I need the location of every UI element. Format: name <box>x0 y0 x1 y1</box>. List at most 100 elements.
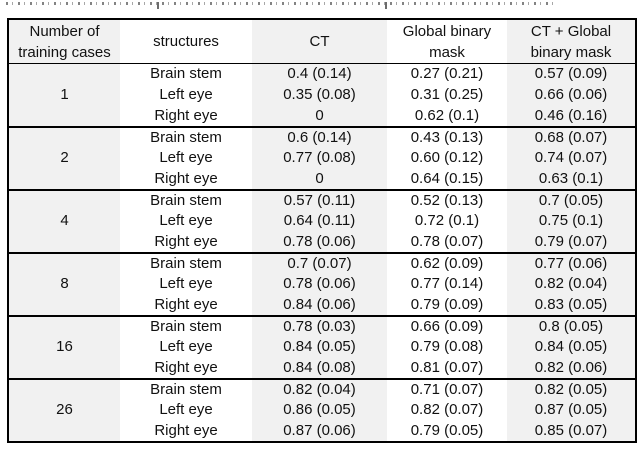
structure-cell: Brain stem <box>150 191 222 209</box>
header-global-binary-mask: Global binary mask <box>387 19 507 64</box>
ct-global-mask-value-cell: 0.8 (0.05) <box>507 315 636 337</box>
header-structures: structures <box>120 19 252 64</box>
header-training-cases: Number of training cases <box>8 19 120 64</box>
ct-value-cell: 0.4 (0.14) <box>252 63 387 85</box>
group-4-training-cases: 4 Brain stem 0.57 (0.11) 0.52 (0.13) 0.7 (0.… <box>8 189 636 253</box>
training-cases-cell: 2 <box>8 126 120 190</box>
ct-value-cell: 0.84 (0.06) <box>252 294 387 316</box>
ct-global-mask-value-cell: 0.63 (0.1) <box>507 168 636 190</box>
training-cases-cell: 4 <box>8 189 120 253</box>
ct-global-mask-value-cell: 0.77 (0.06) <box>507 252 636 274</box>
ct-value-cell: 0.78 (0.06) <box>252 231 387 253</box>
global-mask-value-cell: 0.27 (0.21) <box>410 65 484 83</box>
global-mask-value-cell: 0.79 (0.05) <box>410 421 484 439</box>
table-row: 1 Brain stem 0.4 (0.14) 0.27 (0.21) 0.57 (0.… <box>8 63 636 127</box>
table-row: Right eye 0.78 (0.06) 0.78 (0.07) 0.79 (0.0… <box>8 231 636 253</box>
ct-value-cell: 0.6 (0.14) <box>252 126 387 148</box>
ct-value-cell: 0 <box>252 168 387 190</box>
ct-value-cell: 0.84 (0.08) <box>252 357 387 379</box>
ct-global-mask-value-cell: 0.46 (0.16) <box>507 105 636 127</box>
global-mask-value-cell: 0.78 (0.07) <box>410 232 484 250</box>
ct-value-cell: 0.7 (0.07) <box>252 252 387 274</box>
ct-global-mask-value-cell: 0.66 (0.06) <box>507 84 636 106</box>
table-row: Left eye 0.84 (0.05) 0.79 (0.08) 0.84 (0.05… <box>8 336 636 358</box>
cropped-caption-fragment <box>6 2 556 9</box>
structure-cell: Left eye <box>159 149 213 166</box>
table-row: 8 Brain stem 0.7 (0.07) 0.62 (0.09) 0.77 (0.… <box>8 252 636 316</box>
global-mask-value-cell: 0.31 (0.25) <box>410 86 484 103</box>
structure-cell: Right eye <box>154 106 218 124</box>
table-row: Left eye 0.86 (0.05) 0.82 (0.07) 0.87 (0.05… <box>8 399 636 421</box>
ct-value-cell: 0.86 (0.05) <box>252 399 387 421</box>
ct-global-mask-value-cell: 0.7 (0.05) <box>507 189 636 211</box>
global-mask-value-cell: 0.71 (0.07) <box>410 380 484 398</box>
ct-value-cell: 0.35 (0.08) <box>252 84 387 106</box>
structure-cell: Brain stem <box>150 65 222 83</box>
ct-value-cell: 0.87 (0.06) <box>252 420 387 442</box>
structure-cell: Left eye <box>159 275 213 292</box>
table-row: Right eye 0 0.62 (0.1) 0.46 (0.16) <box>8 105 636 127</box>
training-cases-cell: 1 <box>8 63 120 127</box>
table-row: Left eye 0.77 (0.08) 0.60 (0.12) 0.74 (0.07… <box>8 147 636 169</box>
ct-global-mask-value-cell: 0.82 (0.04) <box>507 273 636 295</box>
table-row: Right eye 0.84 (0.06) 0.79 (0.09) 0.83 (0.0… <box>8 294 636 316</box>
structure-cell: Brain stem <box>150 380 222 398</box>
ct-global-mask-value-cell: 0.83 (0.05) <box>507 294 636 316</box>
table-row: Right eye 0.84 (0.08) 0.81 (0.07) 0.82 (0.0… <box>8 357 636 379</box>
global-mask-value-cell: 0.52 (0.13) <box>410 191 484 209</box>
table-row: 4 Brain stem 0.57 (0.11) 0.52 (0.13) 0.7 (0.… <box>8 189 636 253</box>
ct-value-cell: 0.84 (0.05) <box>252 336 387 358</box>
structure-cell: Right eye <box>154 295 218 313</box>
caption-descender-mark <box>157 2 159 9</box>
caption-descender-mark <box>385 2 387 9</box>
global-mask-value-cell: 0.81 (0.07) <box>410 358 484 376</box>
ct-global-mask-value-cell: 0.79 (0.07) <box>507 231 636 253</box>
global-mask-value-cell: 0.66 (0.09) <box>410 317 484 335</box>
structure-cell: Right eye <box>154 169 218 187</box>
ct-value-cell: 0 <box>252 105 387 127</box>
ct-global-mask-value-cell: 0.68 (0.07) <box>507 126 636 148</box>
ct-value-cell: 0.78 (0.06) <box>252 273 387 295</box>
header-ct: CT <box>252 19 387 64</box>
ct-global-mask-value-cell: 0.82 (0.05) <box>507 378 636 400</box>
global-mask-value-cell: 0.60 (0.12) <box>410 149 484 166</box>
table-row: 26 Brain stem 0.82 (0.04) 0.71 (0.07) 0.82 (… <box>8 378 636 442</box>
results-table: Number of training cases structures CT G… <box>7 18 637 443</box>
structure-cell: Left eye <box>159 212 213 229</box>
structure-cell: Right eye <box>154 421 218 439</box>
group-16-training-cases: 16 Brain stem 0.78 (0.03) 0.66 (0.09) 0.8 (0… <box>8 315 636 379</box>
group-2-training-cases: 2 Brain stem 0.6 (0.14) 0.43 (0.13) 0.68 (0.… <box>8 126 636 190</box>
global-mask-value-cell: 0.72 (0.1) <box>414 212 480 229</box>
table-header: Number of training cases structures CT G… <box>8 19 636 64</box>
structure-cell: Left eye <box>159 401 213 418</box>
ct-value-cell: 0.64 (0.11) <box>252 210 387 232</box>
ct-value-cell: 0.77 (0.08) <box>252 147 387 169</box>
global-mask-value-cell: 0.64 (0.15) <box>410 169 484 187</box>
ct-global-mask-value-cell: 0.75 (0.1) <box>507 210 636 232</box>
global-mask-value-cell: 0.77 (0.14) <box>410 275 484 292</box>
training-cases-cell: 16 <box>8 315 120 379</box>
structure-cell: Brain stem <box>150 128 222 146</box>
ct-global-mask-value-cell: 0.84 (0.05) <box>507 336 636 358</box>
table-row: 16 Brain stem 0.78 (0.03) 0.66 (0.09) 0.8 (0… <box>8 315 636 379</box>
training-cases-cell: 26 <box>8 378 120 442</box>
structure-cell: Left eye <box>159 86 213 103</box>
ct-value-cell: 0.82 (0.04) <box>252 378 387 400</box>
ct-global-mask-value-cell: 0.87 (0.05) <box>507 399 636 421</box>
training-cases-cell: 8 <box>8 252 120 316</box>
ct-global-mask-value-cell: 0.82 (0.06) <box>507 357 636 379</box>
structure-cell: Brain stem <box>150 317 222 335</box>
table-row: Left eye 0.78 (0.06) 0.77 (0.14) 0.82 (0.04… <box>8 273 636 295</box>
ct-global-mask-value-cell: 0.57 (0.09) <box>507 63 636 85</box>
global-mask-value-cell: 0.62 (0.1) <box>414 106 480 124</box>
global-mask-value-cell: 0.82 (0.07) <box>410 401 484 418</box>
global-mask-value-cell: 0.79 (0.09) <box>410 295 484 313</box>
ct-value-cell: 0.57 (0.11) <box>252 189 387 211</box>
table-row: 2 Brain stem 0.6 (0.14) 0.43 (0.13) 0.68 (0.… <box>8 126 636 190</box>
table-row: Right eye 0 0.64 (0.15) 0.63 (0.1) <box>8 168 636 190</box>
table-row: Left eye 0.64 (0.11) 0.72 (0.1) 0.75 (0.1) <box>8 210 636 232</box>
group-8-training-cases: 8 Brain stem 0.7 (0.07) 0.62 (0.09) 0.77 (0.… <box>8 252 636 316</box>
table-row: Right eye 0.87 (0.06) 0.79 (0.05) 0.85 (0.0… <box>8 420 636 442</box>
table-row: Left eye 0.35 (0.08) 0.31 (0.25) 0.66 (0.06… <box>8 84 636 106</box>
